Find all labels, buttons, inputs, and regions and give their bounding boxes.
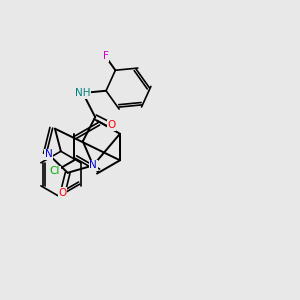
Text: N: N (45, 149, 52, 159)
Text: F: F (103, 51, 108, 61)
Text: Cl: Cl (50, 166, 60, 176)
Text: O: O (107, 121, 116, 130)
Text: NH: NH (75, 88, 91, 98)
Text: O: O (58, 188, 67, 198)
Text: N: N (89, 160, 97, 170)
